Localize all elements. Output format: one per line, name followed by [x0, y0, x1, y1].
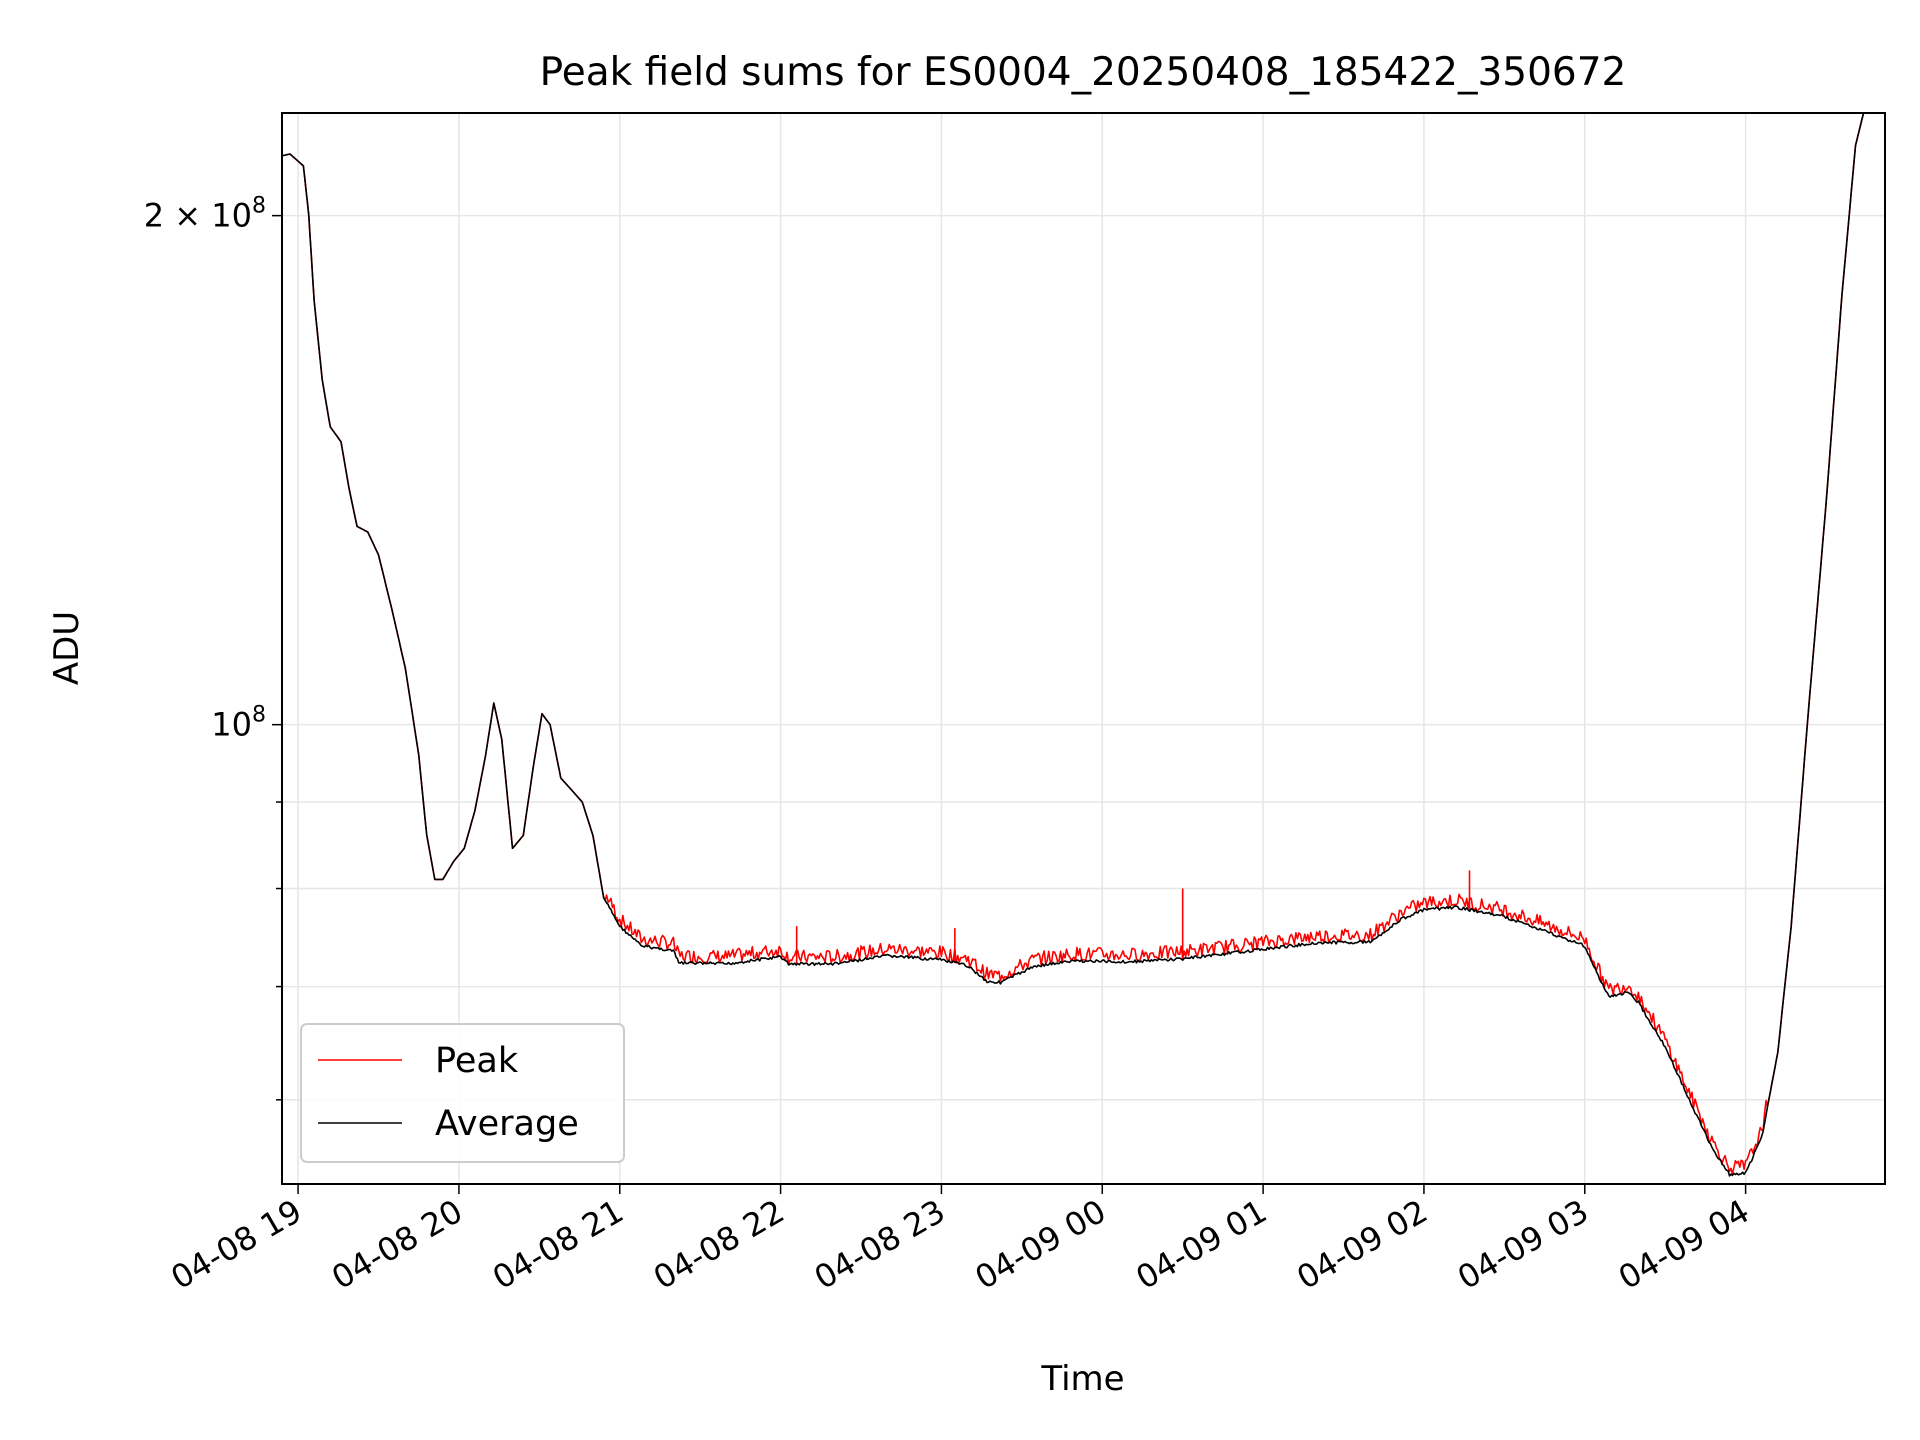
legend-label-peak: Peak: [435, 1041, 519, 1081]
y-tick-label: 2 × 108: [144, 194, 266, 235]
y-axis-label: ADU: [47, 611, 87, 685]
legend: Peak Average: [300, 1023, 625, 1163]
plot-frame: [281, 112, 1886, 1185]
plot-lines: [281, 112, 1885, 1177]
legend-label-average: Average: [435, 1104, 579, 1144]
legend-box: [300, 1023, 625, 1163]
y-tick-label: 108: [211, 703, 266, 744]
grid-lines: [282, 113, 1885, 1184]
y-axis-ticks: 108 2 × 108: [144, 194, 282, 1101]
chart-title: Peak field sums for ES0004_20250408_1854…: [540, 50, 1627, 95]
x-axis-label: Time: [1040, 1359, 1124, 1399]
series-line-average: [281, 112, 1885, 1177]
